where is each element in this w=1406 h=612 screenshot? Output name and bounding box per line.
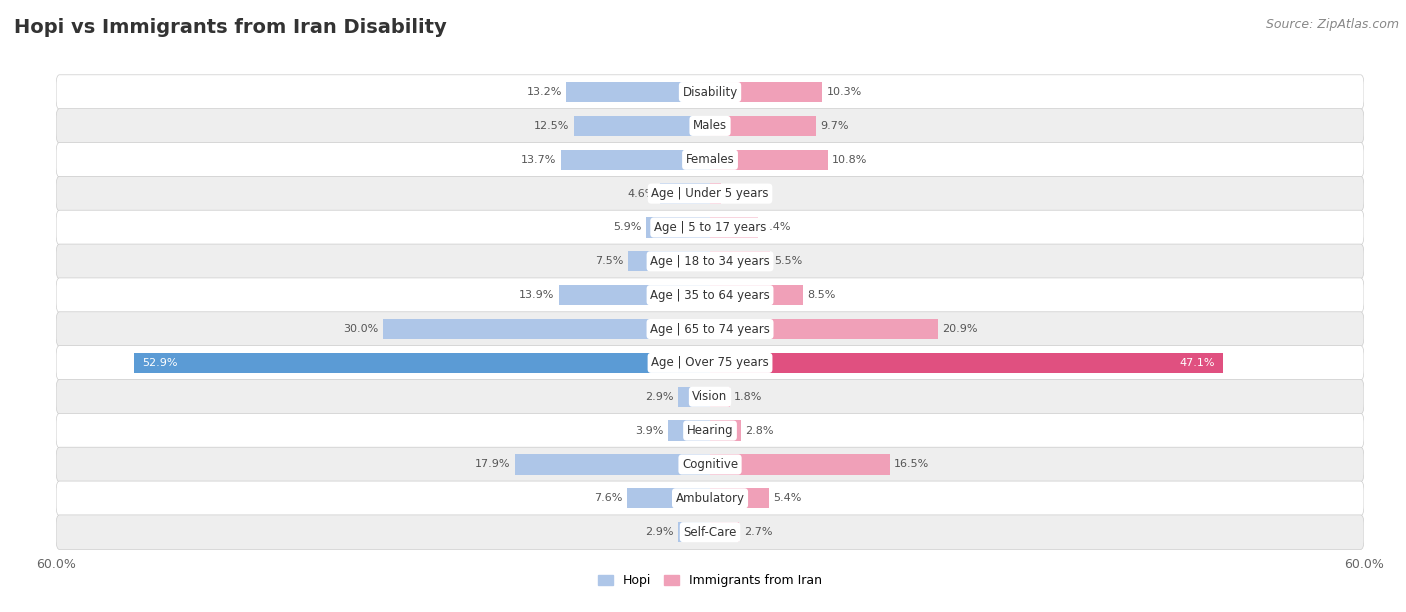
Text: 1.0%: 1.0% [725, 188, 754, 199]
Text: 16.5%: 16.5% [894, 460, 929, 469]
FancyBboxPatch shape [56, 447, 1364, 482]
Text: 8.5%: 8.5% [807, 290, 835, 300]
Text: Self-Care: Self-Care [683, 526, 737, 539]
Bar [561, 149, 710, 170]
Text: Source: ZipAtlas.com: Source: ZipAtlas.com [1265, 18, 1399, 31]
Text: 9.7%: 9.7% [820, 121, 849, 131]
Text: Hopi vs Immigrants from Iran Disability: Hopi vs Immigrants from Iran Disability [14, 18, 447, 37]
Bar [627, 488, 710, 509]
Bar [710, 149, 828, 170]
FancyBboxPatch shape [56, 176, 1364, 211]
FancyBboxPatch shape [56, 109, 1364, 143]
Bar [515, 454, 710, 475]
FancyBboxPatch shape [56, 481, 1364, 515]
Text: Age | 35 to 64 years: Age | 35 to 64 years [650, 289, 770, 302]
Text: 10.8%: 10.8% [832, 155, 868, 165]
Bar [574, 116, 710, 136]
Bar [710, 251, 770, 272]
Bar [710, 454, 890, 475]
Bar [710, 184, 721, 204]
FancyBboxPatch shape [56, 515, 1364, 550]
Bar [710, 217, 758, 237]
Bar [710, 488, 769, 509]
Text: 2.9%: 2.9% [645, 527, 673, 537]
Text: 13.7%: 13.7% [522, 155, 557, 165]
Bar [710, 82, 823, 102]
Text: Age | 18 to 34 years: Age | 18 to 34 years [650, 255, 770, 268]
Text: 1.8%: 1.8% [734, 392, 762, 401]
Text: Ambulatory: Ambulatory [675, 492, 745, 505]
Text: Females: Females [686, 153, 734, 166]
Text: Age | 5 to 17 years: Age | 5 to 17 years [654, 221, 766, 234]
FancyBboxPatch shape [56, 346, 1364, 380]
FancyBboxPatch shape [56, 75, 1364, 110]
Text: Vision: Vision [692, 390, 728, 403]
Bar [628, 251, 710, 272]
Text: 3.9%: 3.9% [634, 425, 664, 436]
Text: 17.9%: 17.9% [475, 460, 510, 469]
Legend: Hopi, Immigrants from Iran: Hopi, Immigrants from Iran [593, 569, 827, 592]
Bar [679, 522, 710, 542]
Bar [710, 285, 803, 305]
FancyBboxPatch shape [56, 143, 1364, 177]
Text: 4.6%: 4.6% [627, 188, 655, 199]
Bar [645, 217, 710, 237]
Bar [134, 353, 710, 373]
Text: Age | Over 75 years: Age | Over 75 years [651, 356, 769, 370]
Text: Age | 65 to 74 years: Age | 65 to 74 years [650, 323, 770, 335]
FancyBboxPatch shape [56, 244, 1364, 278]
Text: Cognitive: Cognitive [682, 458, 738, 471]
FancyBboxPatch shape [56, 413, 1364, 448]
Bar [679, 387, 710, 407]
FancyBboxPatch shape [56, 379, 1364, 414]
Bar [710, 387, 730, 407]
Text: 47.1%: 47.1% [1180, 358, 1215, 368]
Text: 2.7%: 2.7% [744, 527, 772, 537]
Text: 30.0%: 30.0% [343, 324, 378, 334]
Bar [567, 82, 710, 102]
Text: Age | Under 5 years: Age | Under 5 years [651, 187, 769, 200]
Text: 5.5%: 5.5% [775, 256, 803, 266]
Text: 10.3%: 10.3% [827, 87, 862, 97]
Text: 13.9%: 13.9% [519, 290, 554, 300]
Bar [710, 116, 815, 136]
Bar [659, 184, 710, 204]
Text: 4.4%: 4.4% [762, 223, 790, 233]
Text: 7.5%: 7.5% [596, 256, 624, 266]
Text: 5.4%: 5.4% [773, 493, 801, 503]
Text: Hearing: Hearing [686, 424, 734, 437]
Text: 7.6%: 7.6% [595, 493, 623, 503]
Text: 52.9%: 52.9% [142, 358, 177, 368]
Bar [710, 522, 740, 542]
Bar [668, 420, 710, 441]
FancyBboxPatch shape [56, 210, 1364, 245]
Text: Males: Males [693, 119, 727, 132]
Text: 5.9%: 5.9% [613, 223, 641, 233]
Bar [382, 319, 710, 339]
FancyBboxPatch shape [56, 278, 1364, 313]
Bar [558, 285, 710, 305]
Text: Disability: Disability [682, 86, 738, 99]
Text: 13.2%: 13.2% [526, 87, 562, 97]
FancyBboxPatch shape [56, 312, 1364, 346]
Bar [710, 319, 938, 339]
Text: 2.9%: 2.9% [645, 392, 673, 401]
Text: 20.9%: 20.9% [942, 324, 977, 334]
Text: 2.8%: 2.8% [745, 425, 773, 436]
Text: 12.5%: 12.5% [534, 121, 569, 131]
Bar [710, 420, 741, 441]
Bar [710, 353, 1223, 373]
